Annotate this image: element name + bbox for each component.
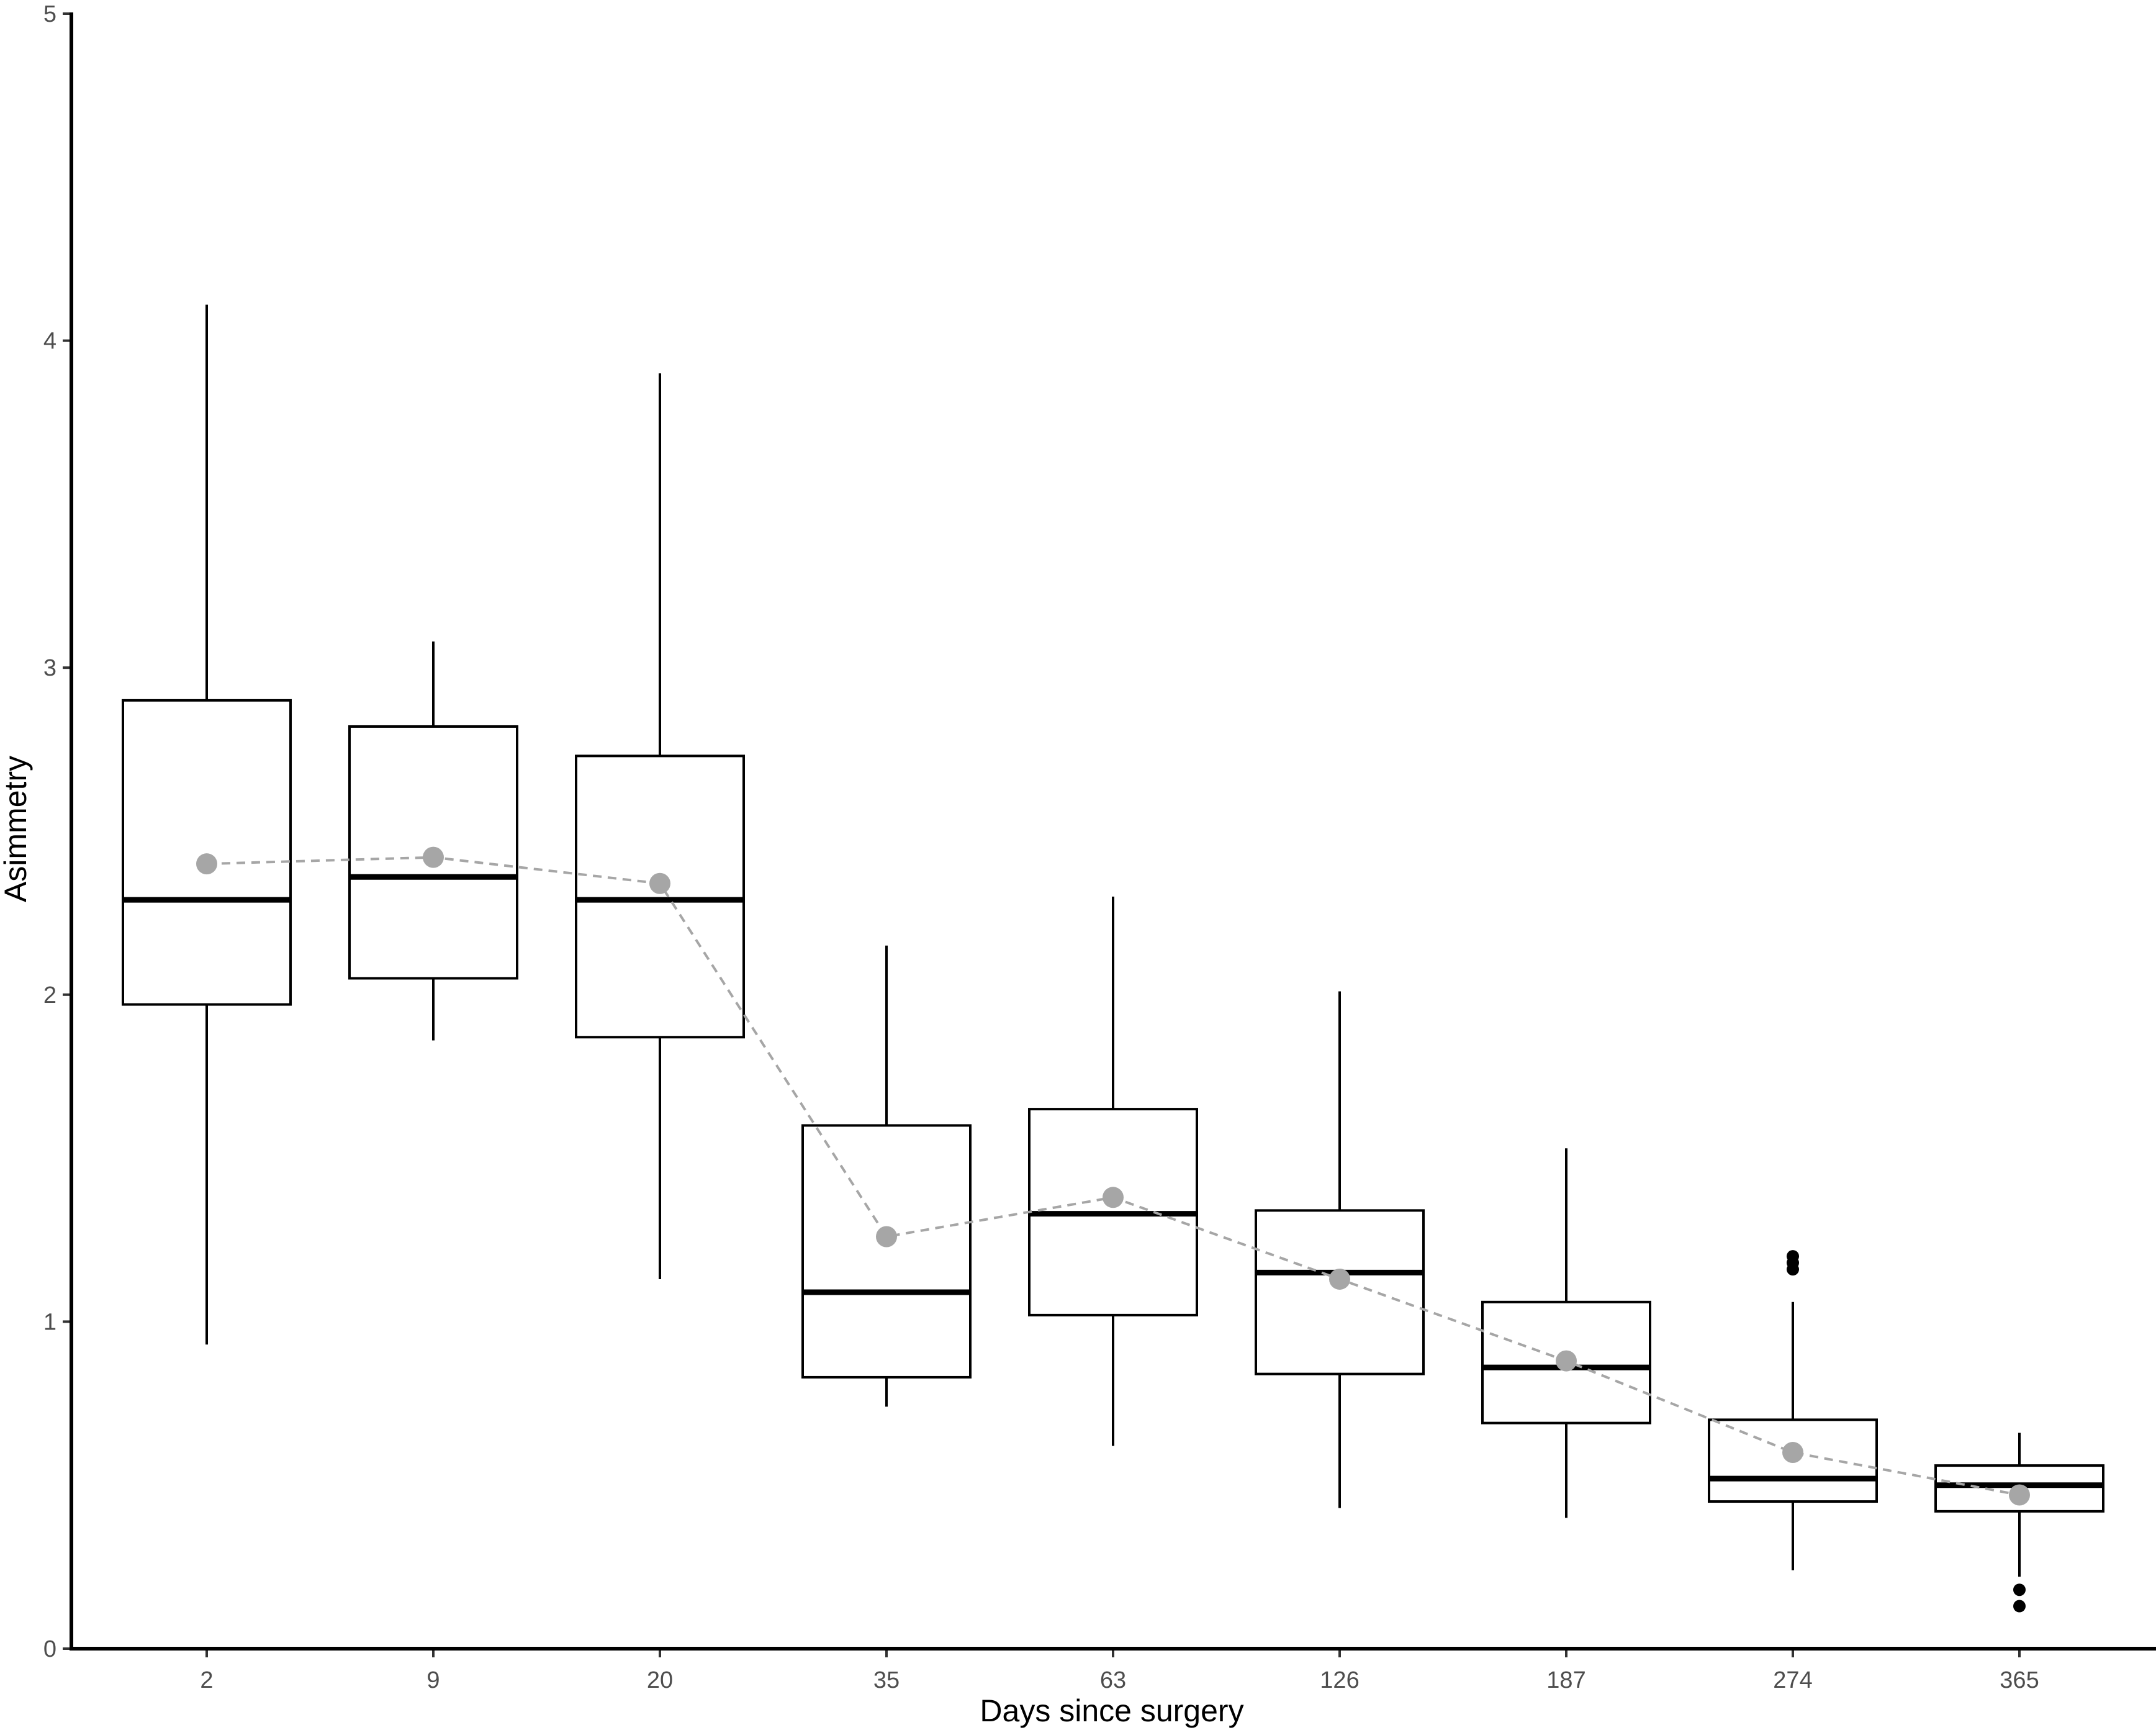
box-9 — [348, 641, 518, 1041]
y-tick-label: 5 — [43, 1, 56, 27]
mean-point — [1103, 1187, 1124, 1208]
y-axis-ticks: 0 1 2 3 4 5 — [43, 1, 71, 1662]
mean-point — [196, 853, 217, 875]
box-63 — [1028, 896, 1198, 1446]
x-tick-label: 63 — [1100, 1667, 1126, 1693]
mean-point — [1329, 1268, 1350, 1290]
y-tick-label: 0 — [43, 1636, 56, 1662]
x-tick-label: 187 — [1546, 1667, 1585, 1693]
y-tick-label: 3 — [43, 655, 56, 681]
box-20 — [575, 373, 745, 1279]
y-axis-title: Asimmetry — [0, 756, 33, 902]
y-tick-label: 1 — [43, 1309, 56, 1335]
box-2 — [122, 304, 292, 1345]
x-axis-title: Days since surgery — [980, 1693, 1243, 1728]
mean-point — [423, 846, 444, 868]
mean-point — [649, 872, 670, 894]
outlier-point — [2013, 1583, 2026, 1596]
iqr-box — [575, 754, 745, 1039]
mean-point — [1556, 1350, 1577, 1372]
x-tick-label: 20 — [647, 1667, 673, 1693]
mean-point — [1782, 1442, 1803, 1464]
x-axis-ticks: 2 9 20 35 63 126 187 274 365 — [200, 1649, 2039, 1693]
mean-point — [876, 1226, 897, 1248]
mean-series — [196, 846, 2030, 1506]
iqr-box — [1255, 1209, 1425, 1375]
x-tick-label: 274 — [1773, 1667, 1812, 1693]
x-tick-label: 365 — [2000, 1667, 2039, 1693]
outlier-point — [2013, 1600, 2026, 1613]
box-126 — [1255, 991, 1425, 1508]
iqr-box — [801, 1124, 972, 1379]
box-35 — [801, 945, 972, 1407]
iqr-box — [122, 699, 292, 1006]
x-tick-label: 2 — [200, 1667, 213, 1693]
outlier-point — [1787, 1250, 1799, 1263]
x-tick-label: 35 — [873, 1667, 900, 1693]
y-tick-label: 4 — [43, 328, 56, 355]
box-187 — [1481, 1148, 1651, 1518]
boxes — [122, 304, 2104, 1613]
box-365 — [1934, 1433, 2104, 1613]
x-tick-label: 126 — [1320, 1667, 1359, 1693]
y-tick-label: 2 — [43, 982, 56, 1008]
x-tick-label: 9 — [426, 1667, 440, 1693]
mean-point — [2009, 1484, 2030, 1506]
box-274 — [1708, 1250, 1878, 1570]
